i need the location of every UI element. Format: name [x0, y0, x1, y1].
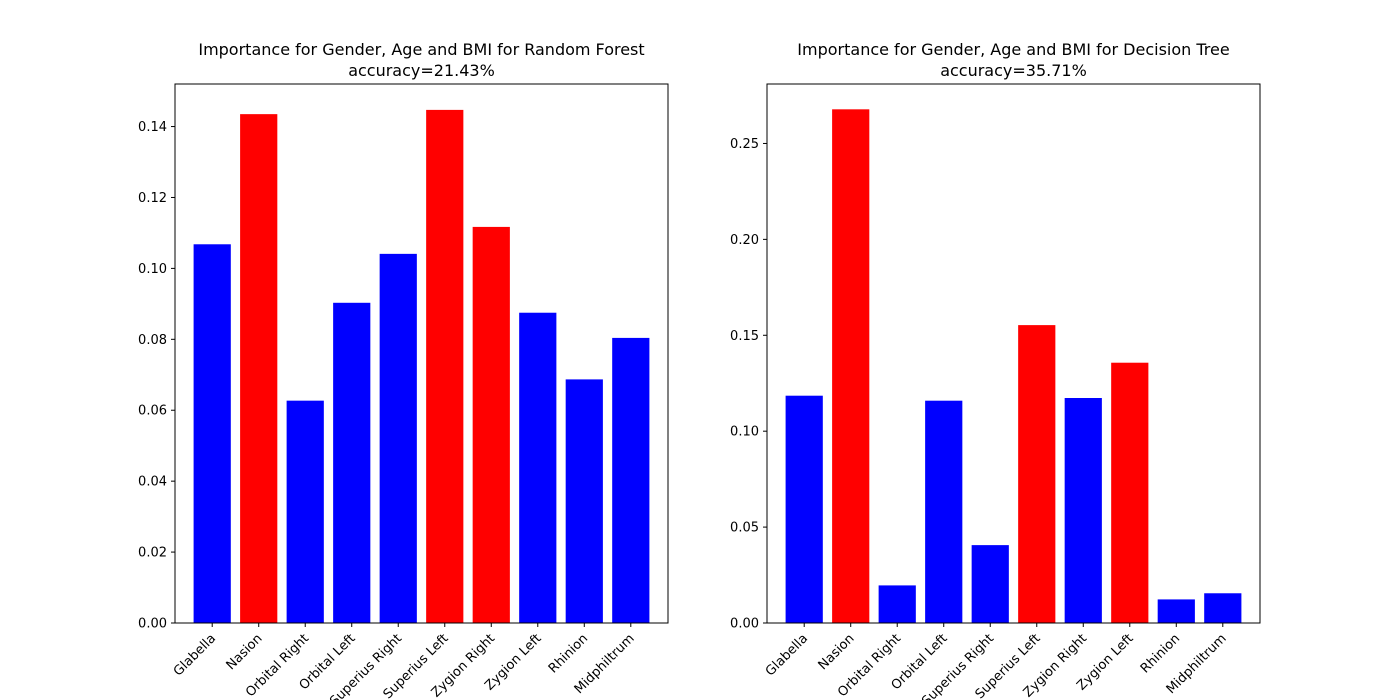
- x-tick-label: Nasion: [224, 631, 266, 673]
- bar-orbital-left: [925, 400, 963, 623]
- bar-rhinion: [565, 379, 603, 623]
- bar-orbital-right: [286, 400, 324, 623]
- y-tick-label: 0.04: [138, 475, 167, 490]
- bar-zygion-right: [1064, 398, 1102, 623]
- y-tick-label: 0.00: [730, 617, 759, 632]
- y-tick-label: 0.06: [138, 404, 167, 419]
- chart-title: Importance for Gender, Age and BMI for R…: [198, 40, 644, 59]
- bar-zygion-left: [519, 312, 557, 623]
- bar-superius-left: [1018, 325, 1056, 623]
- bar-rhinion: [1157, 599, 1195, 623]
- y-tick-label: 0.10: [730, 425, 759, 440]
- axes-frame: [174, 83, 669, 624]
- bar-zygion-right: [472, 226, 510, 623]
- y-tick-label: 0.02: [138, 546, 167, 561]
- y-tick-label: 0.14: [138, 120, 167, 135]
- bar-glabella: [785, 395, 823, 623]
- x-tick-label: Nasion: [816, 631, 858, 673]
- bar-glabella: [193, 244, 231, 623]
- bar-orbital-left: [333, 302, 371, 623]
- y-tick-label: 0.00: [138, 617, 167, 632]
- bar-nasion: [240, 114, 278, 623]
- y-tick-label: 0.08: [138, 333, 167, 348]
- bar-midphiltrum: [1204, 593, 1242, 623]
- chart-subtitle: accuracy=35.71%: [940, 61, 1087, 80]
- bar-orbital-right: [878, 585, 916, 623]
- chart-subtitle: accuracy=21.43%: [348, 61, 495, 80]
- bar-superius-right: [971, 545, 1009, 623]
- y-tick-label: 0.10: [138, 262, 167, 277]
- axes-frame: [766, 83, 1261, 624]
- y-tick-label: 0.12: [138, 191, 167, 206]
- y-tick-label: 0.25: [730, 137, 759, 152]
- bar-zygion-left: [1111, 362, 1149, 623]
- x-tick-label: Glabella: [171, 631, 219, 679]
- y-tick-label: 0.20: [730, 233, 759, 248]
- chart-2: Importance for Gender, Age and BMI for D…: [730, 40, 1261, 700]
- x-tick-label: Rhinion: [1138, 631, 1183, 676]
- chart-1: Importance for Gender, Age and BMI for R…: [138, 40, 669, 700]
- y-tick-label: 0.15: [730, 329, 759, 344]
- x-tick-label: Glabella: [763, 631, 811, 679]
- bar-superius-right: [379, 253, 417, 624]
- bar-nasion: [832, 109, 870, 623]
- bar-superius-left: [426, 109, 464, 623]
- y-tick-label: 0.05: [730, 521, 759, 536]
- bar-midphiltrum: [612, 337, 650, 623]
- chart-title: Importance for Gender, Age and BMI for D…: [797, 40, 1229, 59]
- x-tick-label: Rhinion: [546, 631, 591, 676]
